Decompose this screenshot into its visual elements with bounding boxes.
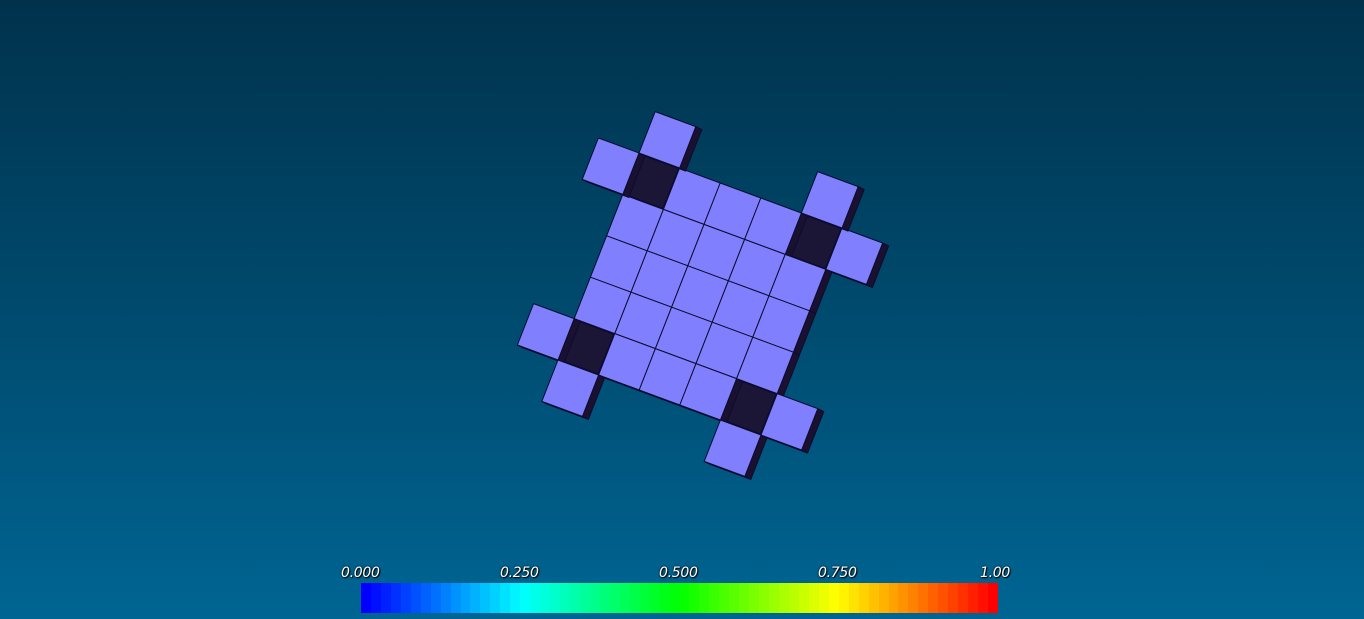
colorbar-band bbox=[510, 583, 521, 613]
colorbar-band bbox=[599, 583, 610, 613]
colorbar-band bbox=[808, 583, 819, 613]
colorbar-band bbox=[659, 583, 670, 613]
colorbar-band bbox=[908, 583, 919, 613]
colorbar-band bbox=[530, 583, 541, 613]
colorbar-band bbox=[739, 583, 750, 613]
colorbar-label-3: 0.750 bbox=[818, 565, 857, 581]
colorbar-band bbox=[370, 583, 381, 613]
colorbar-band bbox=[868, 583, 879, 613]
colorbar-band bbox=[948, 583, 959, 613]
colorbar-band bbox=[460, 583, 471, 613]
colorbar-band bbox=[749, 583, 760, 613]
colorbar-band bbox=[400, 583, 411, 613]
colorbar-label-0: 0.000 bbox=[341, 565, 380, 581]
colorbar-band bbox=[699, 583, 710, 613]
colorbar-band bbox=[898, 583, 909, 613]
colorbar-band bbox=[470, 583, 481, 613]
colorbar-band bbox=[609, 583, 620, 613]
colorbar-band bbox=[769, 583, 780, 613]
colorbar-band bbox=[779, 583, 789, 613]
colorbar-band bbox=[649, 583, 660, 613]
corner-cube[interactable] bbox=[541, 359, 600, 417]
colorbar-band bbox=[679, 583, 690, 613]
colorbar-band bbox=[719, 583, 730, 613]
colorbar-band bbox=[619, 583, 630, 613]
colorbar-band bbox=[490, 583, 501, 613]
colorbar-band bbox=[629, 583, 640, 613]
colorbar-band bbox=[818, 583, 829, 613]
colorbar-band bbox=[759, 583, 770, 613]
corner-cube[interactable] bbox=[760, 393, 819, 451]
colorbar-band bbox=[978, 583, 989, 613]
scalar-colorbar: 0.000 0.250 0.500 0.750 1.00 bbox=[340, 562, 1020, 614]
corner-cube[interactable] bbox=[581, 137, 640, 195]
colorbar-band bbox=[380, 583, 391, 613]
colorbar-label-1: 0.250 bbox=[500, 565, 539, 581]
cube-assembly-render[interactable] bbox=[0, 0, 1364, 540]
colorbar-band bbox=[570, 583, 580, 613]
colorbar-band bbox=[480, 583, 491, 613]
colorbar-band bbox=[550, 583, 561, 613]
colorbar-band bbox=[798, 583, 809, 613]
corner-cube[interactable] bbox=[825, 227, 884, 285]
colorbar-band bbox=[928, 583, 939, 613]
colorbar-label-2: 0.500 bbox=[659, 565, 698, 581]
colorbar-band bbox=[440, 583, 451, 613]
colorbar-band bbox=[689, 583, 700, 613]
colorbar-band bbox=[500, 583, 511, 613]
colorbar-band bbox=[669, 583, 680, 613]
colorbar-band bbox=[729, 583, 740, 613]
colorbar-band bbox=[958, 583, 969, 613]
colorbar-band bbox=[520, 583, 531, 613]
colorbar-band bbox=[579, 583, 590, 613]
colorbar-gradient bbox=[361, 583, 998, 613]
colorbar-band bbox=[420, 583, 431, 613]
colorbar-band bbox=[988, 583, 998, 613]
colorbar-band bbox=[540, 583, 551, 613]
colorbar-band bbox=[639, 583, 650, 613]
corner-cube[interactable] bbox=[800, 171, 859, 229]
colorbar-band bbox=[858, 583, 869, 613]
colorbar-band bbox=[560, 583, 571, 613]
colorbar-band bbox=[878, 583, 889, 613]
3d-viewport[interactable] bbox=[0, 0, 1364, 540]
colorbar-band bbox=[888, 583, 899, 613]
colorbar-band bbox=[828, 583, 839, 613]
colorbar-band bbox=[410, 583, 421, 613]
colorbar-band bbox=[838, 583, 849, 613]
colorbar-band bbox=[918, 583, 929, 613]
corner-cube[interactable] bbox=[703, 419, 762, 477]
colorbar-label-4: 1.00 bbox=[980, 565, 1010, 581]
corner-cube[interactable] bbox=[638, 111, 697, 169]
colorbar-band bbox=[361, 583, 371, 613]
colorbar-band bbox=[589, 583, 600, 613]
colorbar-band bbox=[968, 583, 979, 613]
colorbar-band bbox=[938, 583, 949, 613]
colorbar-band bbox=[430, 583, 441, 613]
colorbar-band bbox=[450, 583, 461, 613]
colorbar-band bbox=[390, 583, 401, 613]
colorbar-band bbox=[709, 583, 720, 613]
colorbar-band bbox=[788, 583, 799, 613]
colorbar-band bbox=[848, 583, 859, 613]
